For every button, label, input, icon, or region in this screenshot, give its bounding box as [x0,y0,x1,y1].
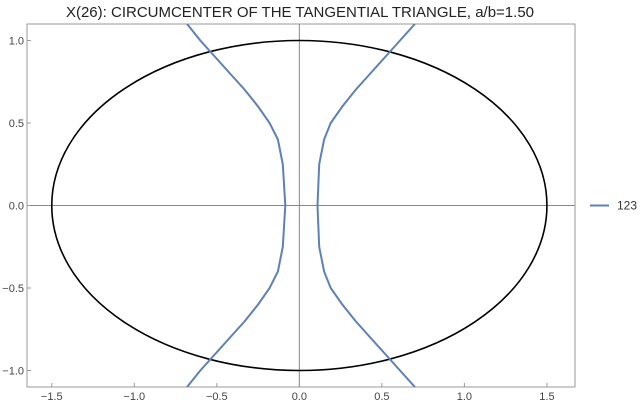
ellipse-curve [50,39,548,372]
x-tick-label: 1.5 [539,391,554,403]
x-tick-label: 1.0 [457,391,472,403]
x-ticks: −1.5 −1.0 −0.5 0.0 0.5 1.0 1.5 [41,383,555,403]
y-ticks: −1.0 −0.5 0.0 0.5 1.0 [2,36,31,378]
y-tick-label: −1.0 [2,366,24,378]
x-tick-label: −1.5 [41,391,63,403]
series-group [186,24,416,387]
plot-area [27,24,575,387]
series-123-branch-1 [316,24,416,387]
x-tick-label: −1.0 [123,391,145,403]
x-tick-label: −0.5 [206,391,228,403]
y-tick-label: 0.0 [9,201,24,213]
x-tick-label: 0.5 [374,391,389,403]
x-tick-label: 0.0 [292,391,307,403]
series-123-branch-0 [186,24,287,387]
y-tick-label: 1.0 [9,36,24,48]
legend-label-123: 123 [617,199,637,213]
y-tick-label: 0.5 [9,118,24,130]
chart-title: X(26): CIRCUMCENTER OF THE TANGENTIAL TR… [66,4,534,21]
legend: 123 [590,199,637,213]
y-tick-label: −0.5 [2,283,24,295]
